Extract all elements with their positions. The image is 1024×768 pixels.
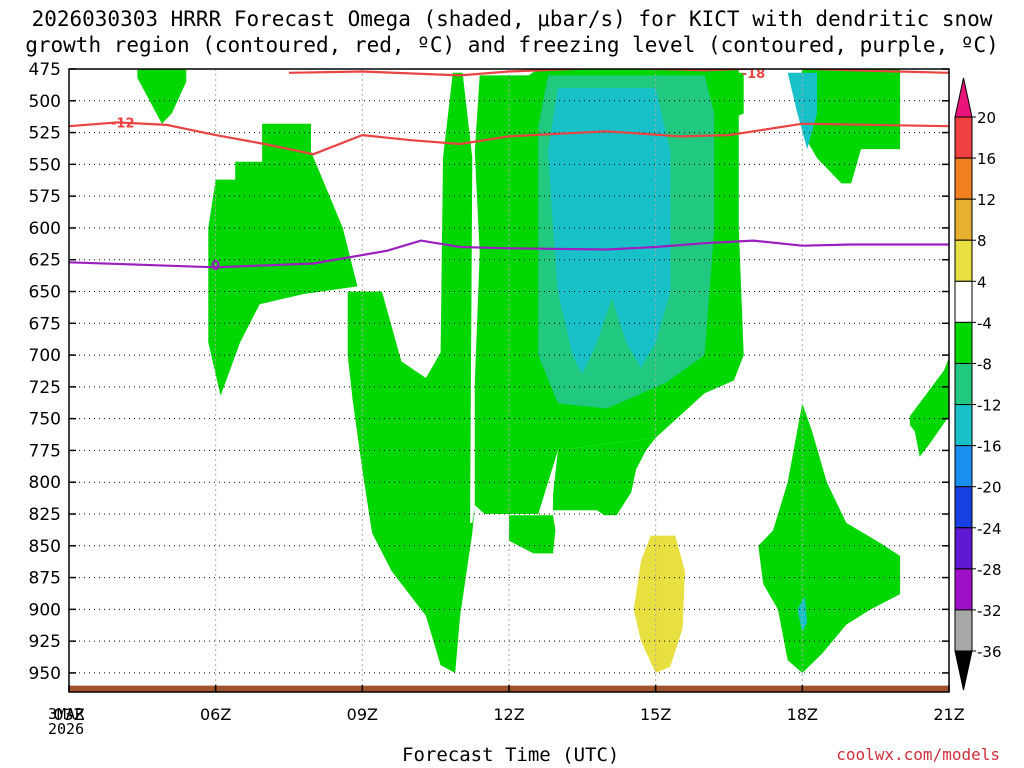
colorbar-label-6: -8 [977,355,992,373]
chart-title: 2026030303 HRRR Forecast Omega (shaded, … [0,6,1024,58]
omega-region-14 [633,535,685,673]
colorbar-band-11 [954,568,973,611]
omega-region-11 [548,88,671,375]
y-axis: 475 500 525 550 575 600 625 650 675 700 725 750 775 8… [29,60,949,684]
omega-region-7 [797,69,901,184]
colorbar-band-1 [954,157,973,200]
y-tick-label-875: 875 [29,569,61,589]
colorbar-label-8: -16 [977,438,1002,456]
colorbar-band-12 [954,609,973,652]
colorbar-band-5 [954,321,973,364]
colorbar-band-7 [954,404,973,447]
omega-region-9 [909,357,949,457]
chart-title-line-1: 2026030303 HRRR Forecast Omega (shaded, … [31,7,993,31]
y-tick-label-525: 525 [29,124,61,144]
contour-line-1 [69,121,949,156]
y-tick-label-925: 925 [29,632,61,652]
colorbar-label-0: 20 [977,109,996,127]
colorbar-band-3 [954,239,973,282]
y-tick-label-950: 950 [29,664,61,684]
y-tick-label-650: 650 [29,283,61,303]
colorbar-band-6 [954,362,973,406]
y-tick-label-625: 625 [29,251,61,271]
colorbar-label-13: -36 [977,643,1002,661]
colorbar-label-5: -4 [977,314,992,332]
colorbar-bottom-arrow [954,650,973,691]
omega-region-6 [704,72,744,124]
y-tick-label-675: 675 [29,314,61,334]
colorbar-label-10: -24 [977,520,1002,538]
y-tick-label-500: 500 [29,92,61,112]
omega-region-1 [208,123,358,396]
y-tick-label-825: 825 [29,505,61,525]
y-tick-label-575: 575 [29,187,61,207]
colorbar-label-4: 4 [977,273,987,291]
colorbar-label-3: 8 [977,232,987,250]
colorbar-label-7: -12 [977,397,1002,415]
credit-link[interactable]: coolwx.com/models [836,745,1000,764]
colorbar-legend: 20 16 12 8 4 -4 -8 -12 -16 -20 -24 -28 -32 -36 [954,77,1002,691]
colorbar-band-10 [954,527,973,570]
colorbar-top-arrow [954,77,973,118]
y-tick-label-900: 900 [29,600,61,620]
contour-label-0: -18 [742,67,766,82]
colorbar-label-9: -20 [977,479,1002,497]
date-tag: 3MAR 2026 [48,707,84,737]
date-tag-year: 2026 [48,720,85,738]
colorbar-label-11: -28 [977,561,1002,579]
omega-region-8 [758,403,901,673]
x-tick-label-15Z: 15Z [640,705,671,724]
colorbar-band-4 [954,280,973,323]
y-tick-label-475: 475 [29,60,61,80]
x-tick-label-18Z: 18Z [787,705,818,724]
colorbar-band-2 [954,198,973,241]
x-tick-label-09Z: 09Z [347,705,378,724]
contour-label-2: 0 [211,259,220,274]
x-tick-label-12Z: 12Z [493,705,524,724]
chart-title-line-2: growth region (contoured, red, ºC) and f… [25,33,999,57]
colorbar-label-2: 12 [977,191,996,209]
contour-label-1: -12 [111,116,135,131]
colorbar-label-1: 16 [977,150,996,168]
y-tick-label-800: 800 [29,473,61,493]
contour-line-2 [69,239,949,269]
omega-region-0 [137,69,187,124]
colorbar-band-0 [954,116,973,159]
x-tick-label-06Z: 06Z [200,705,231,724]
x-tick-label-21Z: 21Z [933,705,964,724]
colorbar-band-9 [954,486,973,529]
colorbar-band-8 [954,445,973,488]
colorbar-label-12: -32 [977,602,1002,620]
omega-region-4 [553,437,656,516]
y-tick-label-700: 700 [29,346,61,366]
y-tick-label-600: 600 [29,219,61,239]
y-tick-label-775: 775 [29,441,61,461]
y-tick-label-550: 550 [29,155,61,175]
omega-region-2 [347,72,475,673]
x-axis-title: Forecast Time (UTC) [402,744,620,766]
omega-region-5 [509,515,556,554]
date-tag-day: 3MAR [48,705,85,723]
x-tick-label-03Z: 03Z [53,705,84,724]
y-tick-label-750: 750 [29,410,61,430]
x-axis: 03Z 06Z 09Z 12Z 15Z 18Z 21Z [53,685,965,724]
y-tick-label-850: 850 [29,537,61,557]
y-tick-label-725: 725 [29,378,61,398]
